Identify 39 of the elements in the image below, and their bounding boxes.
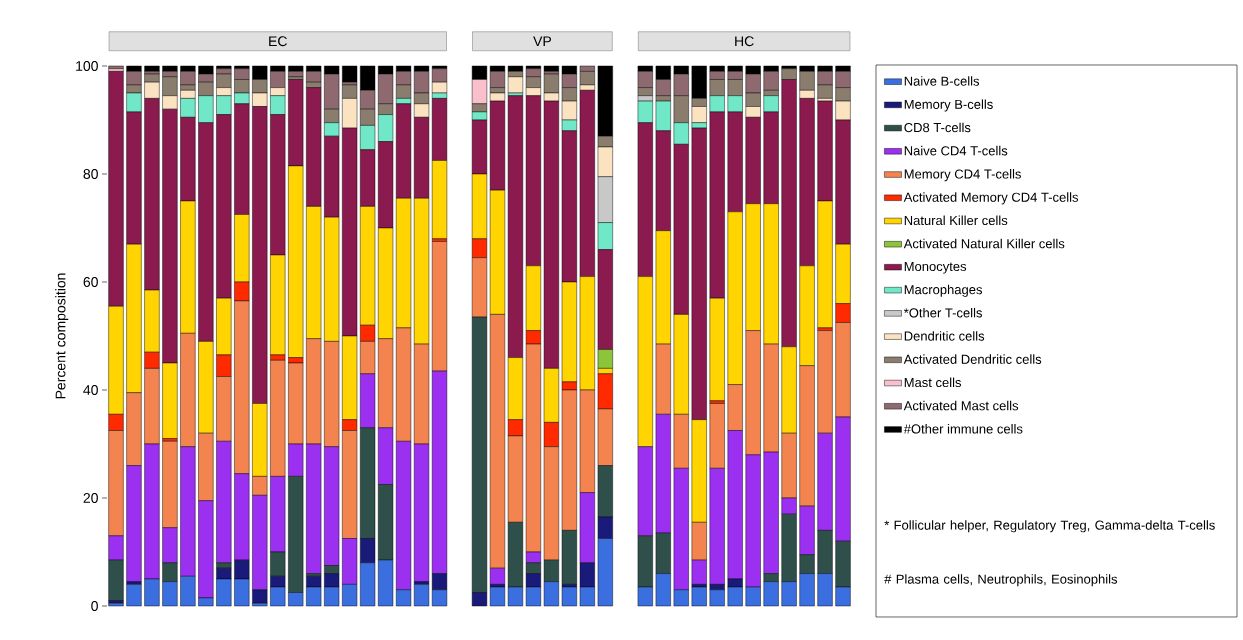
chart-title: HC [735,36,754,47]
legend-label: Mast cells [904,377,962,388]
y-tick-label: 40 [83,385,98,395]
y-tick-label: 80 [83,169,98,179]
legend-label: Memory B-cells [904,99,993,112]
legend-label: Naive B-cells [904,76,980,86]
legend-label: Naive CD4 T-cells [904,145,1008,156]
legend-label: *Other T-cells [903,307,982,318]
bar [561,586,577,607]
bar [507,65,524,72]
legend-label: Activated Natural Killer cells [903,238,1065,249]
y-tick-label: 60 [83,277,98,287]
legend-label: Natural Killer cells [904,215,1008,226]
bar [126,584,142,607]
y-tick-label: 20 [83,493,98,503]
chart-title: EC [269,36,287,47]
legend-label: Dendritic cells [904,331,985,341]
y-tick-label: 0 [91,601,98,611]
text: # Plasma cells, Neutrophils, Eosinophils [884,574,1118,587]
chart-title: VP [533,36,552,47]
bar [413,584,430,607]
y-axis-title: Percent composition [55,273,69,399]
y-tick-label: 100 [76,61,98,71]
legend-label: Macrophages [904,284,983,297]
text: * Follicular helper, Regulatory Treg, Gamma-delta T-cells [884,520,1215,533]
bar [144,65,160,72]
bar [691,586,707,607]
bar [342,65,358,83]
bar [216,65,232,69]
legend-label: Activated Mast cells [903,400,1019,411]
bar [288,65,304,72]
legend-label: CD8 T-cells [904,122,971,133]
legend-label: Monocytes [904,261,967,274]
legend-label: Memory CD4 T-cells [904,169,1021,182]
legend-label: Activated Dendritic cells [903,354,1042,364]
bar [162,65,178,72]
legend-label: #Other immune cells [903,424,1023,434]
bar [543,65,559,72]
legend-label: Activated Memory CD4 T-cells [903,192,1079,205]
